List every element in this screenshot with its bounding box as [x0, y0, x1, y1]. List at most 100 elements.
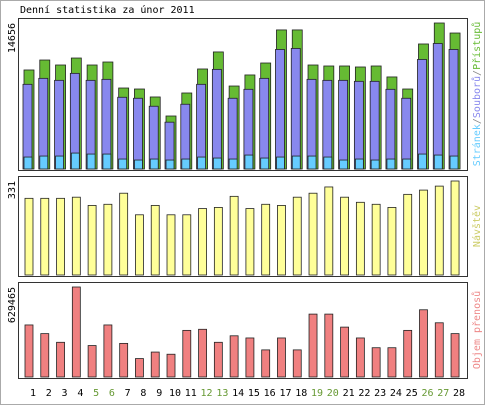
x-tick-label: 3 — [62, 388, 68, 399]
bar — [182, 214, 192, 276]
bar — [419, 189, 428, 276]
bar — [386, 158, 396, 170]
legend-separator: / — [472, 118, 483, 124]
bar — [182, 329, 192, 378]
bar — [261, 349, 271, 378]
bar — [212, 157, 222, 170]
bar — [197, 156, 206, 170]
x-tick-label: 20 — [327, 388, 339, 399]
bar — [450, 180, 460, 276]
bar — [103, 324, 113, 378]
bar — [403, 193, 413, 276]
legend: Návštěv — [471, 205, 483, 247]
bar — [307, 155, 317, 170]
x-tick-label: 17 — [279, 388, 291, 399]
x-tick-label: 26 — [421, 388, 433, 399]
bar — [213, 341, 223, 378]
x-tick-label: 8 — [140, 388, 146, 399]
x-tick-label: 4 — [77, 388, 83, 399]
bar — [353, 80, 364, 170]
bar — [432, 43, 443, 170]
x-tick-label: 6 — [109, 388, 115, 399]
bar — [308, 313, 318, 378]
bar — [259, 77, 270, 170]
bar — [149, 158, 159, 170]
x-tick-label: 16 — [264, 388, 276, 399]
bar — [275, 49, 285, 170]
bar — [198, 208, 207, 276]
y-tick-label: 331 — [7, 181, 18, 199]
x-tick-label: 15 — [248, 388, 260, 399]
bar — [338, 79, 348, 170]
bar — [56, 197, 65, 276]
legend-entry: Přístupů — [471, 22, 483, 70]
bar — [70, 152, 80, 170]
bar — [135, 358, 144, 378]
bar — [228, 158, 238, 170]
bar — [166, 353, 176, 378]
bar — [55, 155, 64, 170]
bar — [417, 59, 427, 170]
bar — [119, 342, 129, 378]
bar — [322, 79, 333, 170]
x-tick-label: 14 — [232, 388, 244, 399]
x-tick-label: 12 — [201, 388, 213, 399]
bar — [118, 158, 128, 170]
bar — [244, 154, 254, 170]
bar — [308, 192, 318, 276]
bar — [387, 347, 397, 378]
x-tick-label: 2 — [46, 388, 52, 399]
bar — [71, 286, 81, 378]
bar — [40, 333, 50, 378]
panel — [18, 282, 468, 379]
bar — [290, 48, 301, 170]
bar — [196, 83, 206, 170]
bar — [165, 159, 175, 170]
x-tick-label: 23 — [374, 388, 386, 399]
bar — [24, 197, 34, 276]
bar — [355, 201, 365, 276]
bar — [86, 153, 96, 170]
bar — [150, 351, 160, 378]
x-tick-label: 9 — [156, 388, 162, 399]
bar — [39, 155, 49, 170]
legend-separator: / — [472, 70, 483, 76]
bar — [370, 159, 380, 170]
bar — [354, 158, 364, 170]
bar — [340, 196, 349, 276]
bar — [371, 347, 381, 378]
bar — [339, 159, 348, 170]
panel — [18, 176, 468, 277]
chart-title: Denní statistika za únor 2011 — [20, 4, 195, 16]
bar — [260, 157, 270, 170]
bar — [434, 322, 444, 378]
bar — [324, 313, 334, 378]
x-tick-label: 21 — [343, 388, 355, 399]
bar — [181, 158, 191, 170]
bar — [291, 155, 301, 170]
y-tick-label: 14656 — [7, 23, 18, 53]
x-tick-label: 18 — [295, 388, 307, 399]
legend-entry: Objem přenosů — [471, 291, 483, 369]
legend: Objem přenosů — [471, 291, 483, 369]
bar — [433, 154, 443, 170]
bar — [292, 349, 302, 378]
bar — [245, 208, 255, 276]
bar — [418, 153, 427, 170]
bar — [38, 77, 49, 170]
bar — [292, 196, 302, 276]
bar — [245, 337, 255, 378]
x-tick-label: 24 — [390, 388, 402, 399]
bar — [277, 337, 286, 378]
bar — [229, 335, 239, 378]
bar — [117, 96, 128, 170]
bar — [355, 337, 365, 378]
x-tick-label: 25 — [406, 388, 418, 399]
bar — [450, 333, 460, 378]
bar — [211, 68, 222, 170]
bar — [403, 329, 413, 378]
bar — [198, 328, 207, 378]
bar — [276, 156, 285, 170]
x-tick-label: 13 — [216, 388, 228, 399]
